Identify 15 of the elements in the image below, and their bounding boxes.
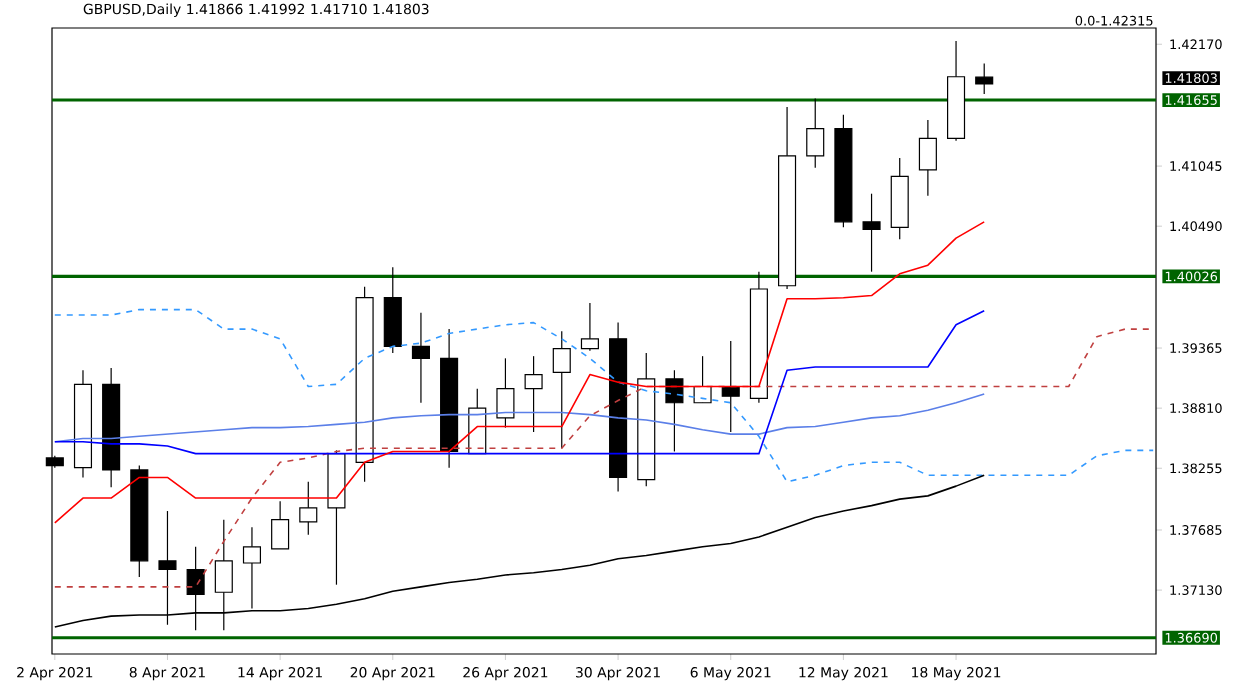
candlestick — [693, 355, 712, 404]
candlestick — [271, 500, 290, 550]
candlestick — [862, 193, 881, 273]
candlestick — [411, 312, 430, 404]
candlestick — [806, 97, 825, 169]
candlestick — [552, 330, 571, 449]
candlestick — [721, 340, 740, 433]
candlestick — [580, 302, 599, 352]
candlestick — [242, 526, 262, 610]
candlestick — [918, 119, 937, 197]
candlestick — [665, 369, 684, 453]
candlestick — [496, 357, 515, 429]
candlestick — [975, 62, 994, 95]
candlestick — [299, 481, 318, 536]
candlestick — [524, 355, 543, 433]
